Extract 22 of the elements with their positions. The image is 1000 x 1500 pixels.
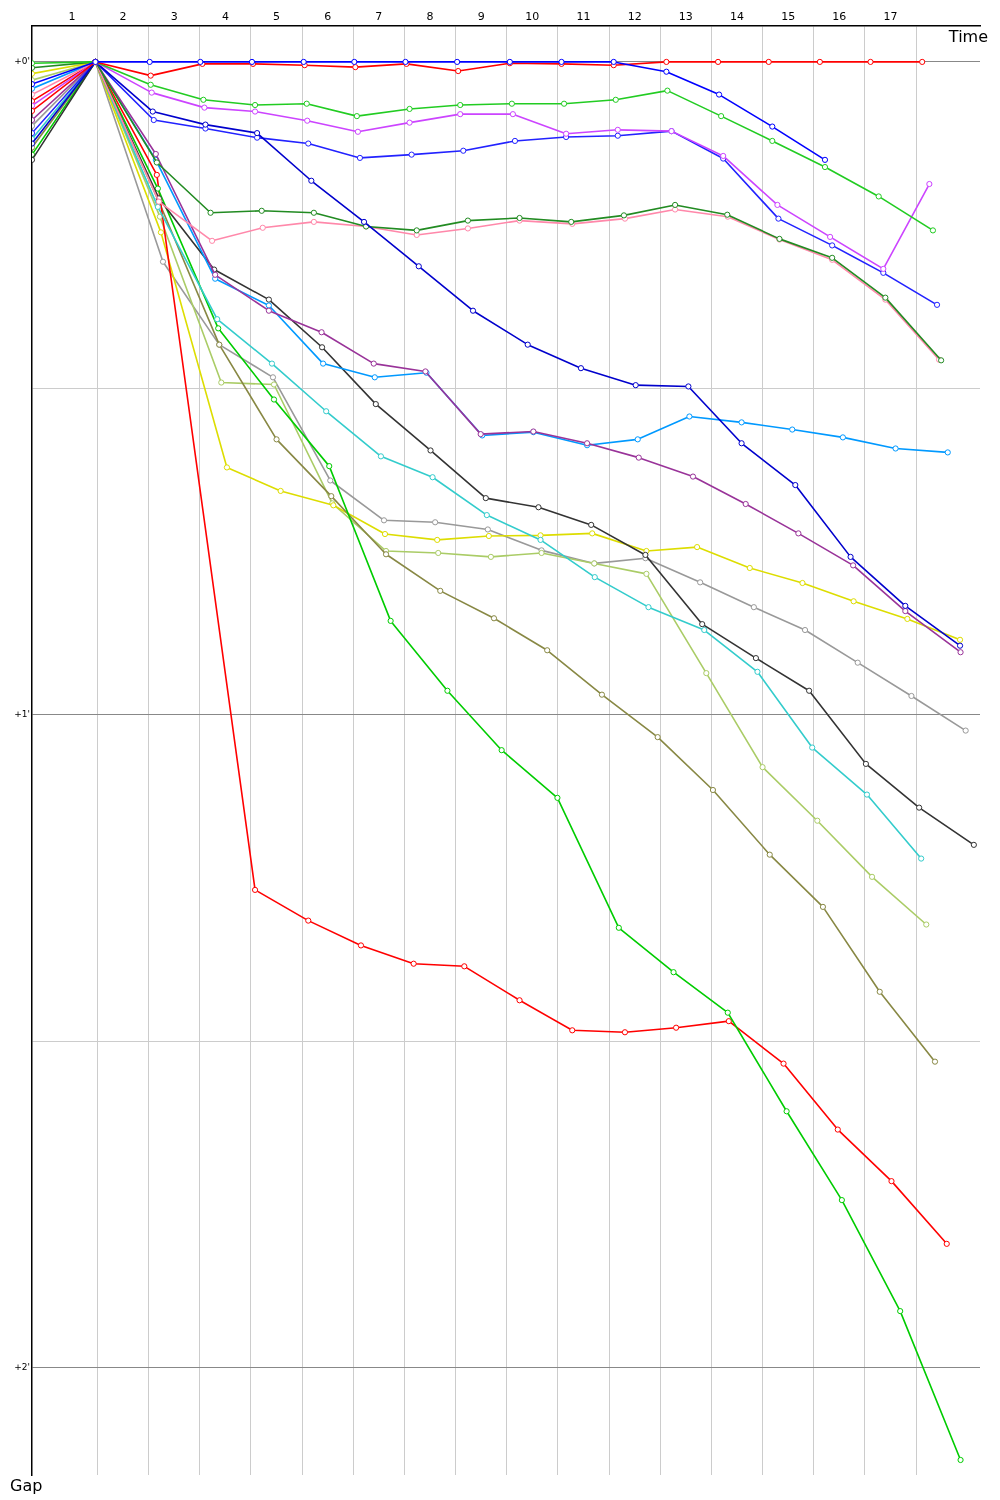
x-tick-label: 12 — [627, 10, 642, 24]
y-tick-label: +2' — [14, 1362, 30, 1373]
x-tick-label: 10 — [525, 10, 540, 24]
x-tick-label: 2 — [119, 10, 127, 24]
x-tick-label: 15 — [781, 10, 796, 24]
y-axis-title: Gap — [10, 1476, 43, 1496]
x-tick-label: 1 — [68, 10, 76, 24]
x-tick-label: 13 — [678, 10, 693, 24]
x-tick-label: 5 — [273, 10, 281, 24]
x-tick-label: 7 — [375, 10, 383, 24]
x-tick-label: 9 — [477, 10, 485, 24]
x-tick-label: 6 — [324, 10, 332, 24]
x-tick-label: 16 — [832, 10, 847, 24]
y-tick-label: +1' — [14, 709, 30, 720]
x-tick-label: 3 — [170, 10, 178, 24]
x-tick-label: 8 — [426, 10, 434, 24]
x-tick-label: 11 — [576, 10, 591, 24]
y-tick-label: +0' — [14, 56, 30, 67]
x-tick-label: 4 — [221, 10, 229, 24]
x-tick-label: 17 — [883, 10, 898, 24]
x-axis-title: Time — [947, 27, 988, 47]
x-tick-label: 14 — [729, 10, 744, 24]
